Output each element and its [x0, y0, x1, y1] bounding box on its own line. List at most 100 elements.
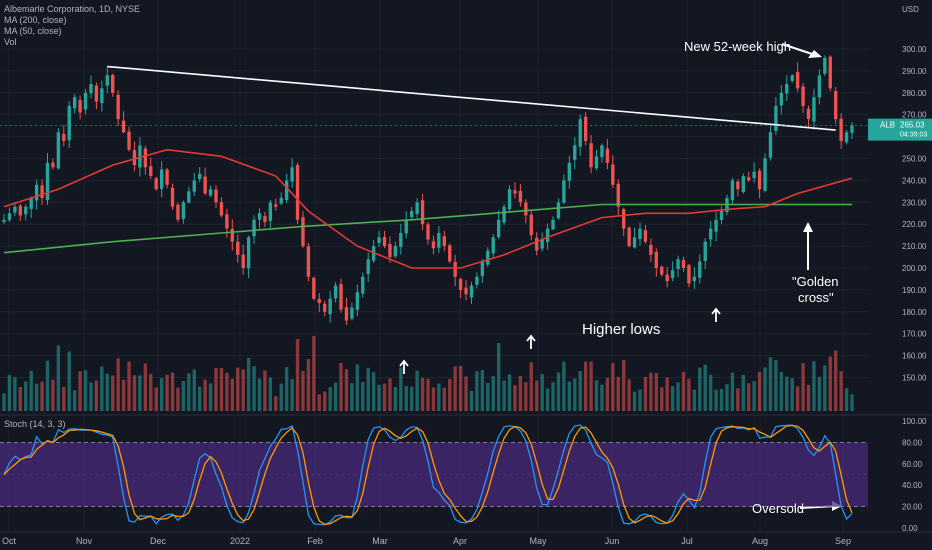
arrow-head	[808, 50, 822, 58]
candle-body	[708, 228, 713, 240]
arrow-head	[803, 222, 813, 232]
candle-body	[551, 219, 555, 230]
volume-bar	[692, 389, 697, 411]
time-tick-label: 2022	[230, 536, 250, 546]
time-tick-label: Feb	[307, 536, 323, 546]
volume-bar	[203, 379, 207, 411]
volume-bar	[708, 374, 713, 411]
volume-bar	[817, 376, 822, 411]
last-price-countdown: 04:39:03	[900, 132, 927, 139]
candle-body	[681, 259, 686, 268]
candle-body	[589, 143, 593, 168]
volume-bar	[355, 364, 360, 411]
volume-bar	[323, 391, 327, 411]
candle-body	[13, 206, 17, 213]
candle-body	[279, 197, 283, 204]
candle-body	[344, 307, 349, 321]
volume-bar	[676, 382, 680, 411]
volume-bar	[698, 367, 702, 411]
candle-body	[7, 213, 12, 221]
candle-body	[670, 270, 675, 279]
volume-bar	[274, 396, 278, 411]
candle-body	[448, 245, 452, 262]
candle-body	[665, 274, 669, 282]
candle-body	[132, 150, 137, 166]
candle-body	[268, 202, 273, 221]
candle-body	[121, 120, 126, 133]
candle-body	[801, 86, 805, 106]
candle-body	[203, 176, 207, 194]
candle-body	[556, 202, 561, 219]
candle-body	[214, 189, 218, 203]
volume-bar	[643, 376, 648, 411]
stochastic-pane	[0, 424, 868, 526]
volume-bar	[18, 387, 22, 411]
price-tick-label: 280.00	[902, 89, 927, 98]
candle-body	[410, 211, 414, 218]
volume-bar	[448, 378, 452, 411]
candle-body	[698, 261, 702, 278]
candle-body	[236, 241, 240, 255]
candle-body	[149, 166, 153, 177]
candle-body	[431, 241, 436, 249]
volume-bar	[795, 386, 800, 411]
candle-body	[828, 56, 832, 89]
stoch-d-line	[3, 424, 853, 525]
candle-body	[660, 266, 664, 275]
volume-bar	[458, 365, 463, 411]
volume-bar	[111, 375, 115, 411]
stoch-tick-label: 40.00	[902, 481, 923, 490]
candle-body	[518, 190, 523, 203]
volume-bar	[437, 383, 441, 411]
volume-bar	[600, 384, 604, 411]
volume-bar	[62, 387, 66, 411]
candle-body	[143, 148, 148, 168]
candle-body	[817, 75, 822, 98]
volume-bar	[78, 371, 82, 411]
candle-body	[763, 158, 767, 191]
volume-bar	[453, 366, 457, 411]
candle-body	[420, 200, 425, 225]
time-tick-label: Sep	[835, 536, 851, 546]
volume-bar	[768, 357, 773, 411]
volume-bar	[246, 357, 251, 411]
volume-bar	[687, 378, 691, 411]
volume-bar	[469, 390, 474, 411]
candle-body	[306, 246, 311, 277]
candle-body	[676, 259, 680, 270]
candle-body	[790, 75, 794, 81]
volume-bar	[573, 378, 577, 411]
volume-bar	[719, 388, 724, 411]
price-tick-label: 290.00	[902, 67, 927, 76]
candle-body	[377, 237, 381, 244]
candle-body	[426, 224, 430, 240]
volume-bar	[627, 379, 631, 411]
candle-body	[181, 202, 186, 220]
candle-body	[274, 204, 278, 207]
volume-bar	[295, 339, 300, 411]
candle-body	[540, 239, 544, 249]
volume-bar	[654, 373, 658, 411]
candle-body	[480, 261, 485, 277]
volume-bars	[2, 336, 854, 411]
candle-body	[83, 92, 88, 110]
volume-bar	[665, 377, 669, 411]
symbol-title: Albemarle Corporation, 1D, NYSE	[4, 4, 141, 14]
volume-bar	[268, 377, 273, 411]
volume-bar	[529, 362, 533, 411]
ma50-legend: MA (50, close)	[4, 26, 62, 36]
volume-bar	[464, 376, 468, 411]
candle-body	[839, 118, 843, 141]
candle-body	[785, 84, 789, 94]
price-tick-label: 230.00	[902, 198, 927, 207]
candle-body	[2, 219, 6, 223]
volume-bar	[312, 336, 316, 411]
volume-bar	[605, 377, 610, 411]
volume-bar	[350, 383, 354, 411]
candle-body	[649, 244, 653, 255]
volume-bar	[7, 375, 12, 411]
volume-bar	[757, 371, 762, 411]
volume-bar	[518, 375, 523, 411]
candle-body	[714, 219, 718, 232]
